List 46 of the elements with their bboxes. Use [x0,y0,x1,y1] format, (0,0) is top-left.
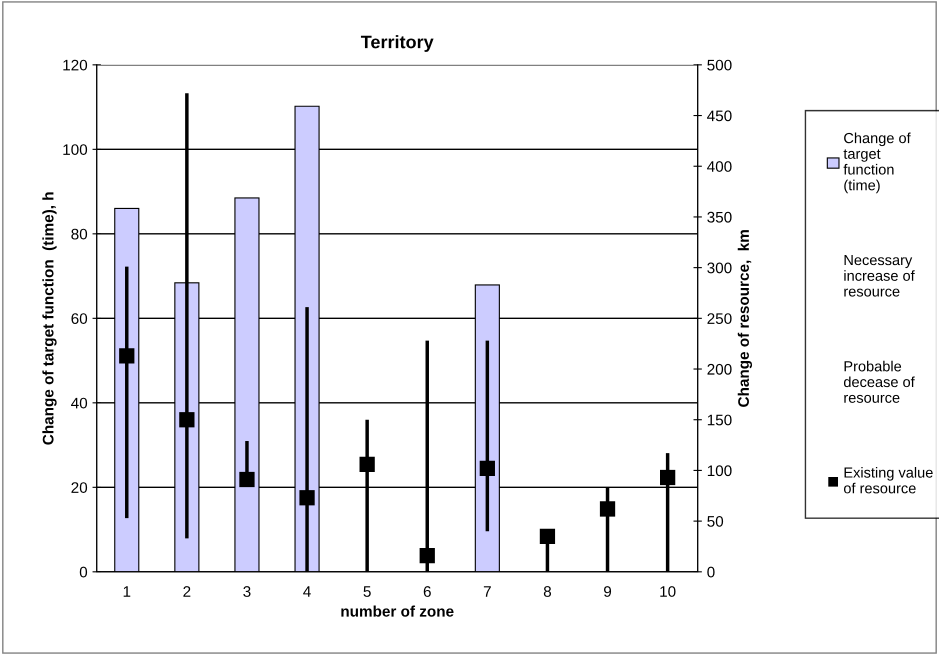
x-tick-label: 9 [604,586,612,597]
y2-tick-label: 300 [707,262,732,274]
y-axis-title: Change of target function (time), h [42,192,57,445]
legend-label: Change of target function (time) [844,132,911,194]
x-tick-label: 4 [303,586,311,597]
y2-axis-title: Change of resource, km [738,230,752,407]
x-tick-label: 1 [124,586,130,597]
y2-tick-label: 50 [707,516,724,527]
y2-tick-label: 200 [707,364,732,375]
legend-label: Existing value of resource [844,466,933,494]
point [540,528,556,544]
x-tick-label: 2 [183,586,190,597]
point [119,348,134,364]
chart-title: Territory [360,35,434,52]
y-tick-label: 120 [63,60,88,71]
x-tick-label: 5 [364,586,371,597]
point [420,548,435,564]
x-tick-label: 8 [544,586,552,597]
point [179,412,194,428]
y2-tick-label: 150 [708,414,732,426]
y2-tick-label: 0 [707,566,715,578]
x-axis-title: number of zone [341,606,454,617]
y2-tick-label: 450 [707,110,732,122]
point [239,472,255,488]
point [660,470,676,486]
x-tick-label: 3 [243,586,251,597]
y-tick-label: 80 [71,228,88,240]
y-tick-label: 100 [63,144,88,156]
point [480,460,495,476]
y2-tick-label: 250 [707,313,732,324]
text: Probable decease of resource [844,360,915,403]
x-tick-label: 6 [424,586,431,597]
y2-tick-label: 400 [707,161,732,172]
y2-tick-label: 350 [707,212,732,223]
y2-tick-label: 100 [708,465,732,476]
y-tick-label: 20 [71,482,88,494]
point [299,490,315,506]
x-tick-label: 7 [484,586,491,597]
point [600,501,616,517]
y-tick-label: 0 [80,566,88,578]
point [360,456,375,472]
y-tick-label: 60 [71,313,88,324]
y2-tick-label: 500 [707,60,732,71]
x-tick-label: 10 [660,586,676,597]
text: Necessary increase of resource [844,255,915,297]
y-tick-label: 40 [71,398,88,409]
